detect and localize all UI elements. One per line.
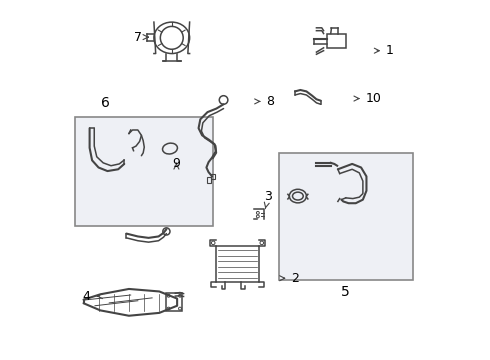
Text: 2: 2 [280, 272, 299, 285]
Text: 7: 7 [134, 31, 148, 44]
Text: 10: 10 [354, 92, 382, 105]
Text: 5: 5 [341, 285, 349, 300]
Text: 1: 1 [374, 44, 394, 57]
Text: 6: 6 [100, 96, 109, 111]
Bar [327, 33, 346, 48]
Text: 3: 3 [264, 190, 272, 209]
Text: 8: 8 [255, 95, 274, 108]
Bar [279, 153, 413, 280]
Text: 9: 9 [172, 157, 180, 170]
Bar [211, 174, 215, 179]
Bar [75, 117, 213, 226]
Bar [207, 177, 211, 183]
Text: 4: 4 [83, 289, 102, 303]
Bar [167, 293, 182, 311]
Bar [217, 246, 259, 282]
